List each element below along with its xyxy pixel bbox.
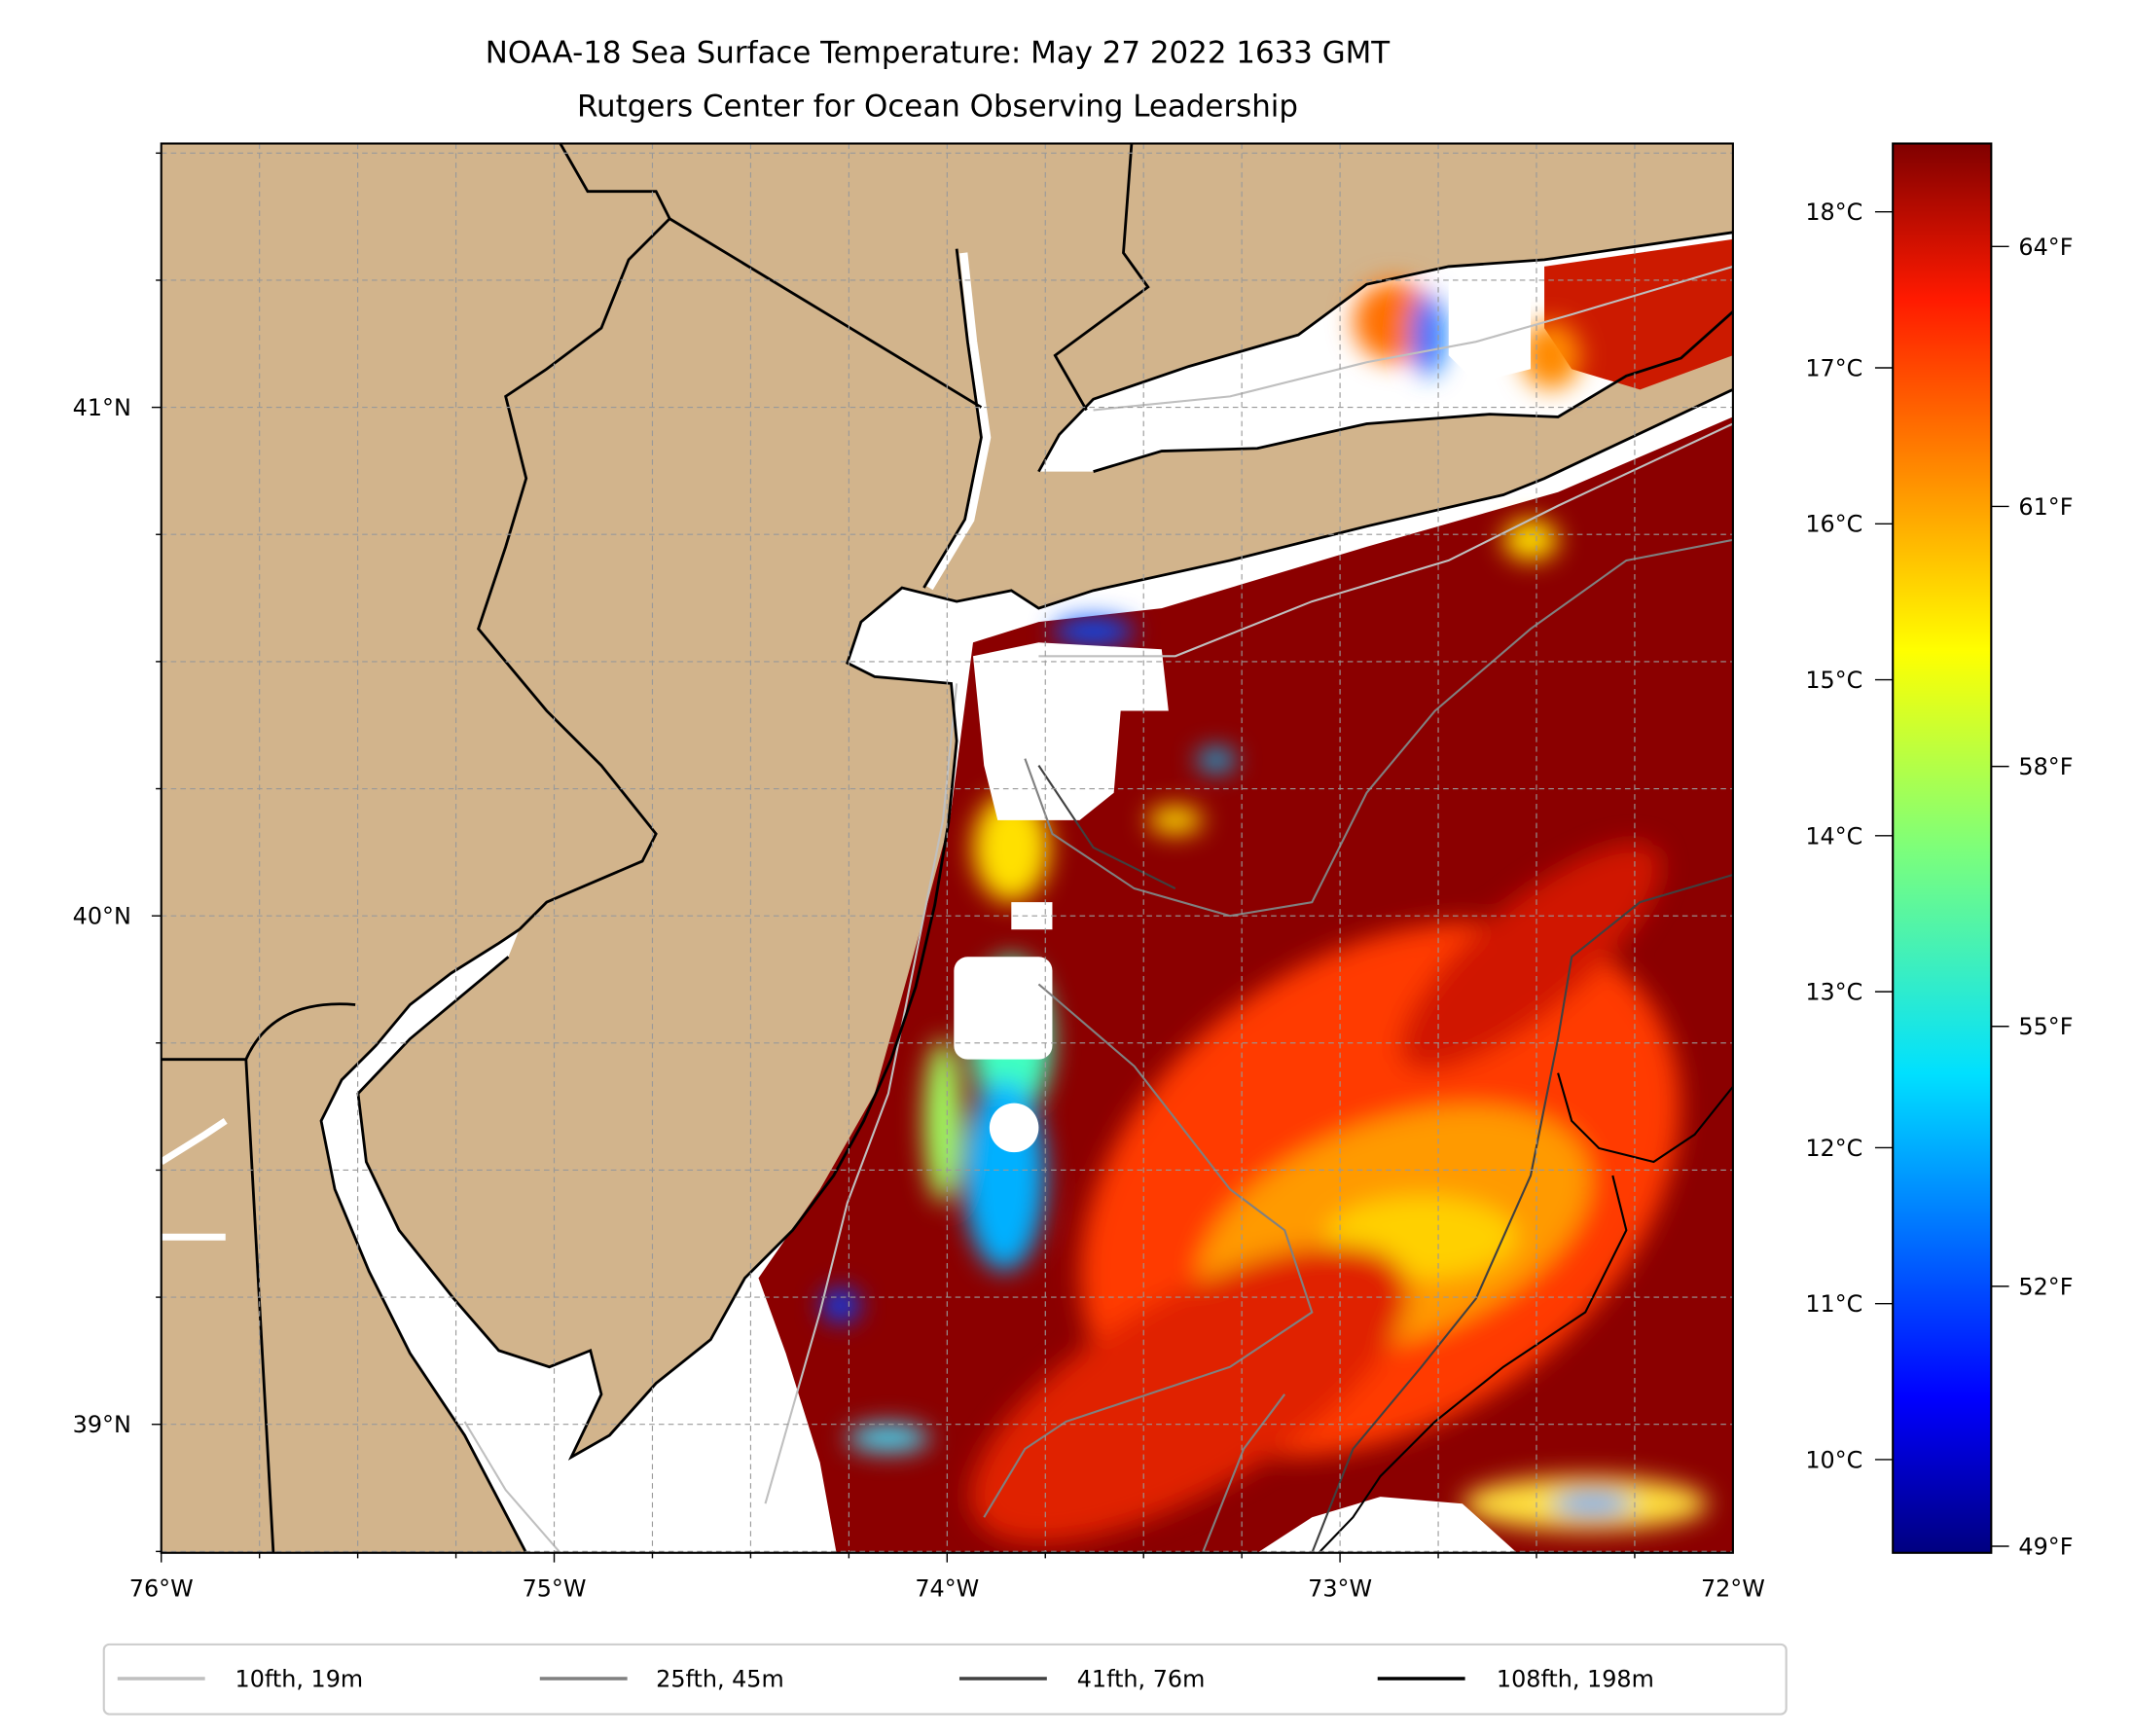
celsius-tick-label: 18°C — [1805, 199, 1862, 226]
coastline — [319, 388, 1733, 1553]
sst-cool-7 — [1147, 806, 1203, 834]
fahrenheit-tick-label: 58°F — [2018, 753, 2073, 780]
sst-cool-nearshore-4 — [923, 1038, 962, 1204]
state-border-ny-ct — [1053, 143, 1150, 412]
sst-cool-11 — [1052, 617, 1135, 646]
legend-entry-25fth: 25fth, 45m — [539, 1665, 784, 1692]
chart-title: NOAA-18 Sea Surface Temperature: May 27 … — [486, 36, 1391, 71]
celsius-tick-label: 10°C — [1805, 1446, 1862, 1473]
celsius-tick-label: 13°C — [1805, 979, 1862, 1006]
colorbar — [1892, 142, 1993, 1554]
coastlines — [161, 143, 1733, 1553]
legend-label: 25fth, 45m — [656, 1665, 784, 1692]
fahrenheit-tick-label: 64°F — [2018, 234, 2073, 261]
sst-red-south — [970, 1246, 1408, 1543]
nodata-patch — [1257, 1497, 1517, 1553]
fahrenheit-labels: 49°F 52°F 55°F 58°F 61°F 64°F — [2018, 234, 2073, 1561]
coastline-sound — [1037, 231, 1733, 473]
sst-cool-14 — [1411, 294, 1445, 377]
celsius-tick-label: 14°C — [1805, 822, 1862, 850]
sst-red-mid — [1399, 843, 1662, 1070]
legend-entry-41fth: 41fth, 76m — [958, 1665, 1206, 1692]
sst-cool-6 — [847, 1424, 930, 1452]
state-border-de-md — [161, 1002, 356, 1553]
nodata-patch — [972, 642, 1169, 820]
legend: 10fth, 19m 25fth, 45m 41fth, 76m 108fth,… — [102, 1643, 1788, 1716]
celsius-tick-label: 11°C — [1805, 1290, 1862, 1318]
legend-entry-10fth: 10fth, 19m — [117, 1665, 364, 1692]
hudson-river — [925, 252, 992, 591]
x-tick-labels: 76°W 75°W 74°W 73°W 72°W — [129, 1575, 1765, 1603]
state-border-ny-nj — [669, 217, 983, 409]
x-tick-label: 75°W — [523, 1575, 587, 1603]
colorbar-ticks — [1874, 211, 2009, 1547]
celsius-tick-label: 17°C — [1805, 354, 1862, 381]
fahrenheit-tick-label: 52°F — [2018, 1273, 2073, 1300]
isobaths — [463, 265, 1733, 1553]
sst-cool-8 — [1197, 748, 1236, 772]
sst-cool-12 — [1502, 519, 1559, 561]
isobath-10fth — [463, 265, 1733, 1553]
legend-entry-108fth: 108fth, 198m — [1377, 1665, 1654, 1692]
nodata-patch — [989, 1103, 1039, 1153]
legend-label: 41fth, 76m — [1077, 1665, 1206, 1692]
x-tick-label: 74°W — [915, 1575, 979, 1603]
delaware-river — [161, 1117, 228, 1241]
sst-cool-5 — [821, 1288, 860, 1322]
x-tick-label: 73°W — [1308, 1575, 1372, 1603]
y-tick-labels: 39°N 40°N 41°N — [73, 394, 131, 1438]
hudson-coast — [922, 248, 983, 589]
celsius-tick-label: 12°C — [1805, 1135, 1862, 1162]
fahrenheit-tick-label: 49°F — [2018, 1533, 2073, 1560]
sst-sound-east — [1544, 238, 1733, 390]
isobath-41fth — [1037, 765, 1733, 1553]
legend-label: 10fth, 19m — [235, 1665, 364, 1692]
celsius-tick-label: 16°C — [1805, 511, 1862, 538]
state-border-pa-nj — [476, 143, 671, 931]
gridlines — [161, 143, 1733, 1553]
celsius-tick-label: 15°C — [1805, 667, 1862, 694]
celsius-labels: 10°C 11°C 12°C 13°C 14°C 15°C 16°C 17°C … — [1805, 199, 1862, 1473]
x-tick-label: 72°W — [1701, 1575, 1765, 1603]
y-tick-label: 40°N — [73, 903, 131, 930]
nodata-patch — [954, 957, 1053, 1060]
fahrenheit-tick-label: 61°F — [2018, 493, 2073, 521]
legend-label: 108fth, 198m — [1497, 1665, 1654, 1692]
fahrenheit-tick-label: 55°F — [2018, 1013, 2073, 1040]
chart-subtitle: Rutgers Center for Ocean Observing Leade… — [577, 89, 1298, 124]
legend-box — [102, 1643, 1788, 1716]
map-plot-area — [161, 143, 1733, 1553]
x-tick-label: 76°W — [129, 1575, 194, 1603]
nodata-patch — [1448, 272, 1532, 383]
y-tick-label: 39°N — [73, 1411, 131, 1438]
sst-cool-10 — [1551, 1492, 1634, 1515]
map-ticks — [151, 152, 1636, 1563]
y-tick-label: 41°N — [73, 394, 131, 421]
isobath-108fth — [1318, 1072, 1733, 1553]
